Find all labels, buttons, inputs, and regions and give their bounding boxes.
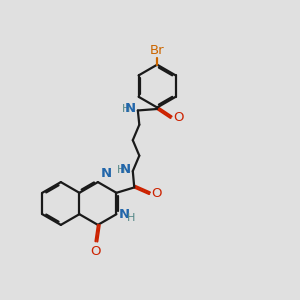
Text: O: O <box>90 245 101 258</box>
Text: N: N <box>120 163 131 176</box>
Text: Br: Br <box>150 44 164 57</box>
Text: H: H <box>122 104 130 114</box>
Text: H: H <box>127 213 136 223</box>
Text: O: O <box>152 188 162 200</box>
Text: N: N <box>100 167 111 180</box>
Text: O: O <box>173 111 183 124</box>
Text: N: N <box>119 208 130 221</box>
Text: H: H <box>117 165 125 175</box>
Text: N: N <box>125 103 136 116</box>
